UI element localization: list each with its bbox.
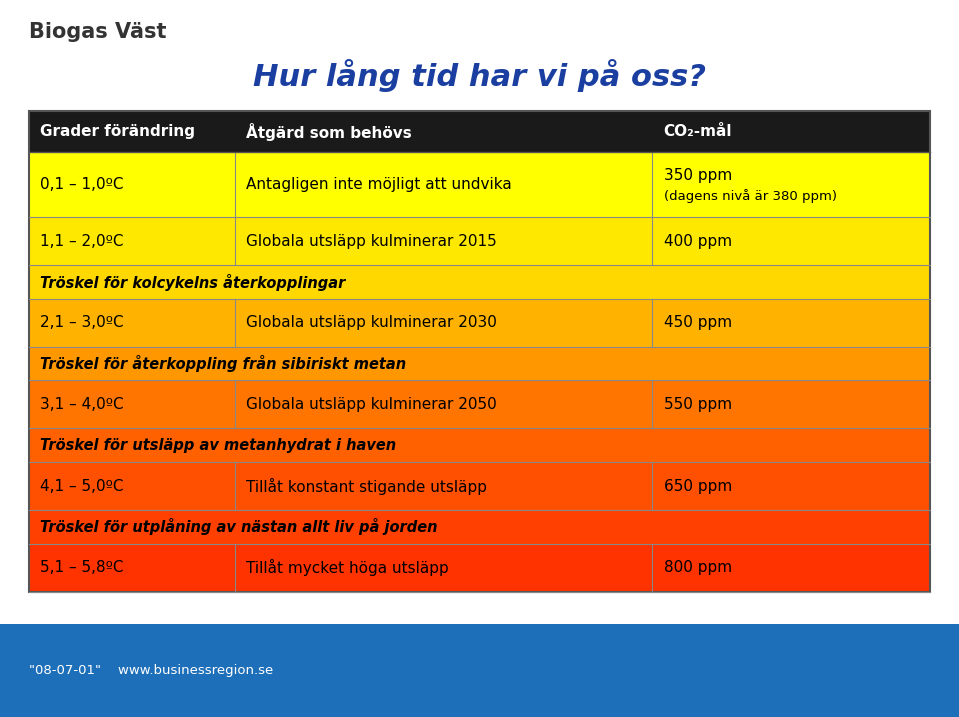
- Text: 2,1 – 3,0ºC: 2,1 – 3,0ºC: [40, 315, 124, 331]
- Text: Grader förändring: Grader förändring: [40, 124, 196, 139]
- Text: 3,1 – 4,0ºC: 3,1 – 4,0ºC: [40, 397, 124, 412]
- Text: Tröskel för utplåning av nästan allt liv på jorden: Tröskel för utplåning av nästan allt liv…: [40, 518, 437, 536]
- Text: Tröskel för återkoppling från sibiriskt metan: Tröskel för återkoppling från sibiriskt …: [40, 355, 407, 372]
- Text: 0,1 – 1,0ºC: 0,1 – 1,0ºC: [40, 177, 124, 192]
- Bar: [29, 429, 930, 462]
- Bar: [652, 217, 930, 265]
- Text: Hur lång tid har vi på oss?: Hur lång tid har vi på oss?: [253, 59, 706, 92]
- Text: 350 ppm: 350 ppm: [664, 168, 732, 183]
- Text: 400 ppm: 400 ppm: [664, 234, 732, 249]
- Bar: [29, 462, 235, 510]
- Text: Tröskel för kolcykelns återkopplingar: Tröskel för kolcykelns återkopplingar: [40, 274, 345, 290]
- Bar: [235, 462, 652, 510]
- Text: Tillåt konstant stigande utsläpp: Tillåt konstant stigande utsläpp: [246, 478, 487, 495]
- Text: 800 ppm: 800 ppm: [664, 560, 732, 575]
- Bar: [652, 462, 930, 510]
- Bar: [235, 152, 652, 217]
- Text: CO₂-mål: CO₂-mål: [664, 124, 732, 139]
- Text: (dagens nivå är 380 ppm): (dagens nivå är 380 ppm): [664, 189, 836, 204]
- Bar: [235, 543, 652, 592]
- Text: Tillåt mycket höga utsläpp: Tillåt mycket höga utsläpp: [246, 559, 449, 576]
- Text: "08-07-01"    www.businessregion.se: "08-07-01" www.businessregion.se: [29, 664, 273, 677]
- Text: 5,1 – 5,8ºC: 5,1 – 5,8ºC: [40, 560, 124, 575]
- Bar: [235, 217, 652, 265]
- Bar: [29, 217, 235, 265]
- Bar: [29, 152, 235, 217]
- Bar: [652, 381, 930, 429]
- Text: Biogas Väst: Biogas Väst: [29, 22, 166, 42]
- Bar: [235, 381, 652, 429]
- Bar: [652, 152, 930, 217]
- Bar: [29, 347, 930, 381]
- Text: Tröskel för utsläpp av metanhydrat i haven: Tröskel för utsläpp av metanhydrat i hav…: [40, 437, 396, 452]
- Text: Globala utsläpp kulminerar 2015: Globala utsläpp kulminerar 2015: [246, 234, 497, 249]
- Text: 550 ppm: 550 ppm: [664, 397, 732, 412]
- Bar: [0, 624, 959, 717]
- Bar: [29, 111, 930, 152]
- Text: Åtgärd som behövs: Åtgärd som behövs: [246, 123, 412, 141]
- Bar: [652, 543, 930, 592]
- Bar: [29, 381, 235, 429]
- Bar: [29, 265, 930, 299]
- Bar: [29, 543, 235, 592]
- Text: Antagligen inte möjligt att undvika: Antagligen inte möjligt att undvika: [246, 177, 512, 192]
- Text: 650 ppm: 650 ppm: [664, 478, 732, 493]
- Text: Globala utsläpp kulminerar 2030: Globala utsläpp kulminerar 2030: [246, 315, 498, 331]
- Bar: [29, 510, 930, 543]
- Bar: [652, 299, 930, 347]
- Text: 1,1 – 2,0ºC: 1,1 – 2,0ºC: [40, 234, 124, 249]
- Text: Globala utsläpp kulminerar 2050: Globala utsläpp kulminerar 2050: [246, 397, 497, 412]
- Text: 4,1 – 5,0ºC: 4,1 – 5,0ºC: [40, 478, 124, 493]
- Bar: [235, 299, 652, 347]
- Bar: [29, 111, 930, 592]
- Bar: [29, 299, 235, 347]
- Text: 450 ppm: 450 ppm: [664, 315, 732, 331]
